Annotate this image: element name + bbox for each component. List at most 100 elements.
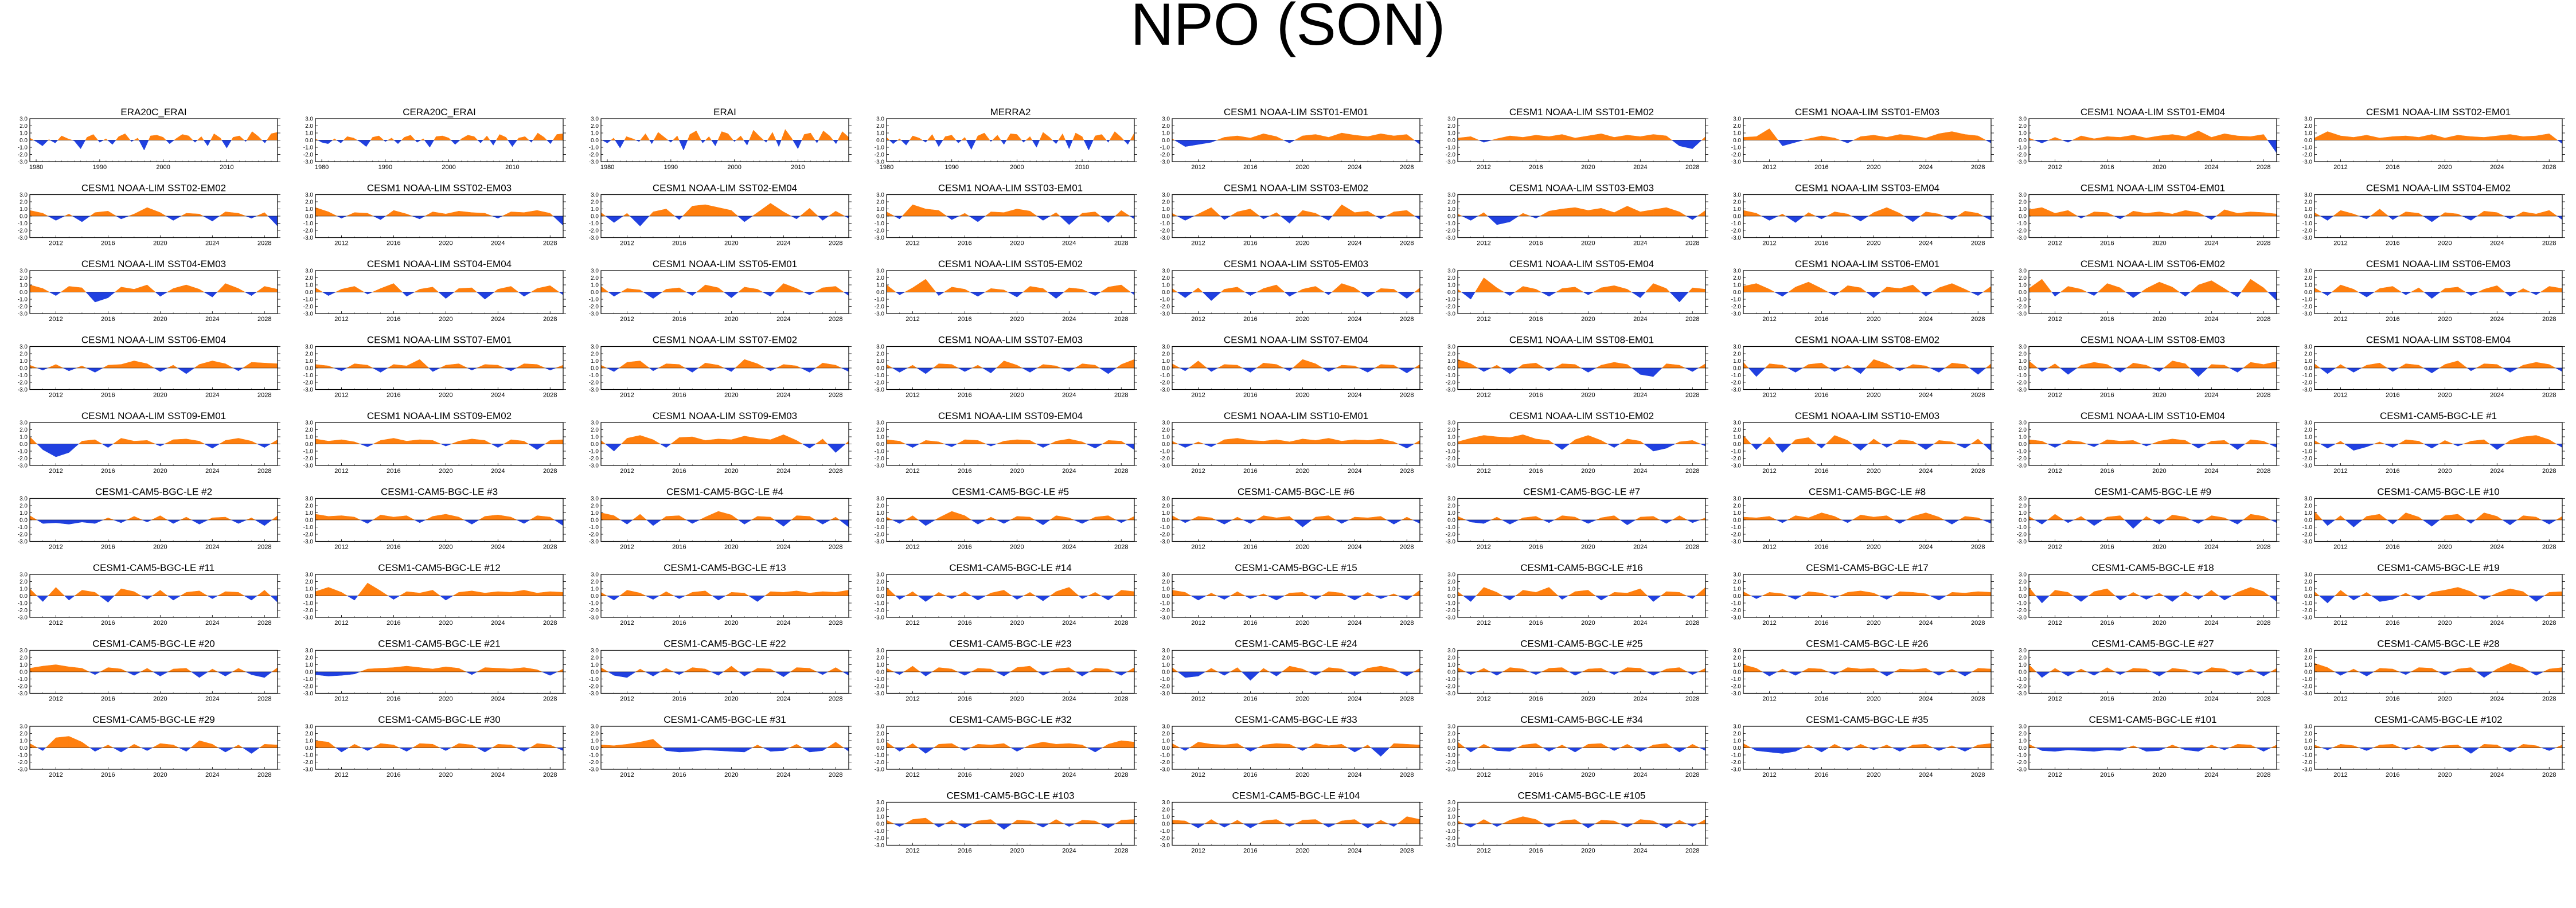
y-tick-label: 1.0: [19, 586, 28, 593]
positive-area: [524, 363, 537, 369]
y-tick-label: 0.0: [305, 289, 313, 296]
panel-title: CESM1 NOAA-LIM SST08-EM03: [2081, 335, 2225, 346]
panel: CESM1 NOAA-LIM SST03-EM03 3.02.01.00.0-1.…: [1446, 183, 1708, 247]
y-tick-label: 1.0: [1733, 510, 1741, 516]
positive-area: [108, 364, 122, 369]
x-tick-label: 2012: [2048, 240, 2062, 247]
y-tick-label: -2.0: [18, 228, 28, 234]
y-tick-label: 2.0: [305, 123, 313, 130]
positive-area: [485, 364, 498, 369]
y-tick-label: -1.0: [1446, 525, 1456, 531]
y-tick-label: -2.0: [589, 152, 599, 158]
y-tick-label: 1.0: [305, 206, 313, 213]
positive-area: [150, 135, 157, 140]
x-tick-label: 2024: [205, 316, 219, 323]
y-tick-label: -3.0: [2302, 463, 2313, 469]
y-tick-label: 3.0: [876, 192, 884, 198]
y-tick-label: 2.0: [591, 427, 599, 433]
y-tick-label: -2.0: [875, 304, 885, 310]
y-tick-label: 1.0: [1733, 206, 1741, 213]
x-tick-label: 2024: [1062, 544, 1076, 551]
panel: CESM1 NOAA-LIM SST05-EM03 3.02.0 1.00.0-1.…: [1160, 259, 1423, 323]
y-tick-label: -1.0: [1446, 449, 1456, 455]
y-tick-label: 2.0: [2304, 427, 2312, 433]
y-tick-label: -2.0: [303, 456, 314, 462]
panel-title: CERA20C_ERAI: [403, 107, 476, 118]
y-tick-label: -2.0: [303, 228, 314, 234]
y-tick-label: 2.0: [2304, 275, 2312, 281]
x-tick-label: 1990: [93, 164, 107, 171]
x-tick-label: 2012: [2048, 392, 2062, 399]
y-tick-label: 3.0: [2019, 344, 2027, 350]
y-tick-label: 2.0: [19, 275, 28, 281]
x-tick-label: 2028: [543, 468, 557, 475]
y-tick-label: -1.0: [875, 373, 885, 379]
x-tick-label: 2016: [387, 620, 400, 627]
panel-title: CESM1-CAM5-BGC-LE #10: [2377, 487, 2500, 498]
x-tick-label: 2020: [2438, 392, 2452, 399]
y-tick-label: -3.0: [2302, 539, 2313, 545]
x-tick-label: 2016: [1243, 544, 1257, 551]
y-tick-label: 0.0: [19, 518, 28, 524]
x-tick-label: 2016: [2386, 544, 2399, 551]
y-tick-label: 3.0: [1162, 192, 1170, 198]
y-tick-label: -2.0: [589, 456, 599, 462]
y-tick-label: 2.0: [591, 275, 599, 281]
panel: CESM1 NOAA-LIM SST07-EM02 3.02.01.00.0-1.…: [589, 335, 852, 399]
y-tick-label: 3.0: [876, 420, 884, 426]
positive-area: [2392, 135, 2406, 140]
y-tick-label: 1.0: [876, 358, 884, 365]
y-tick-label: 2.0: [2304, 503, 2312, 510]
x-tick-label: 2020: [153, 620, 167, 627]
x-tick-label: 2020: [2152, 468, 2166, 475]
x-tick-label: 2016: [2100, 164, 2114, 171]
y-tick-label: -3.0: [875, 539, 885, 545]
x-tick-label: 2016: [101, 620, 115, 627]
y-tick-label: 2.0: [305, 199, 313, 206]
y-tick-label: 0.0: [2304, 441, 2312, 448]
y-tick-label: 0.0: [2019, 441, 2027, 448]
y-tick-label: -3.0: [18, 463, 28, 469]
positive-area: [2107, 136, 2121, 140]
y-tick-label: 3.0: [1733, 496, 1741, 502]
x-tick-label: 2028: [829, 392, 842, 399]
x-tick-label: 2016: [2100, 316, 2114, 323]
x-tick-label: 2020: [1581, 468, 1595, 475]
x-tick-label: 2012: [905, 240, 919, 247]
y-tick-label: 2.0: [876, 503, 884, 510]
x-tick-label: 2024: [205, 620, 219, 627]
y-tick-label: 1.0: [305, 586, 313, 593]
x-tick-label: 2020: [1295, 392, 1309, 399]
x-tick-label: 1980: [600, 164, 614, 171]
y-tick-label: -2.0: [1731, 228, 1742, 234]
y-tick-label: 3.0: [305, 344, 313, 350]
y-tick-label: -2.0: [1446, 380, 1456, 386]
y-tick-label: 3.0: [591, 496, 599, 502]
y-tick-label: 2.0: [19, 503, 28, 510]
x-tick-label: 2012: [905, 316, 919, 323]
y-tick-label: 1.0: [591, 131, 599, 137]
y-tick-label: 3.0: [305, 496, 313, 502]
x-tick-label: 2016: [101, 316, 115, 323]
panel-title: CESM1 NOAA-LIM SST10-EM04: [2081, 410, 2225, 421]
y-tick-label: -2.0: [303, 304, 314, 310]
x-tick-label: 2016: [1814, 468, 1828, 475]
y-tick-label: -2.0: [2017, 304, 2027, 310]
positive-area: [1250, 440, 1264, 444]
y-tick-label: 0.0: [305, 518, 313, 524]
x-tick-label: 2012: [1762, 544, 1776, 551]
positive-area: [1010, 133, 1017, 140]
y-tick-label: 0.0: [1447, 289, 1455, 296]
y-tick-label: -2.0: [1446, 304, 1456, 310]
x-tick-label: 2028: [1971, 544, 1985, 551]
panel: CESM1 NOAA-LIM SST06-EM01 3.02.0 1.00.0-1.…: [1731, 259, 1994, 323]
y-tick-label: 2.0: [876, 427, 884, 433]
y-tick-label: 2.0: [1733, 427, 1741, 433]
y-tick-label: -3.0: [589, 311, 599, 318]
y-tick-label: -3.0: [18, 311, 28, 318]
y-tick-label: 1.0: [2019, 283, 2027, 289]
y-tick-label: 0.0: [305, 441, 313, 448]
positive-area: [2211, 440, 2225, 444]
x-tick-label: 2028: [2542, 316, 2556, 323]
